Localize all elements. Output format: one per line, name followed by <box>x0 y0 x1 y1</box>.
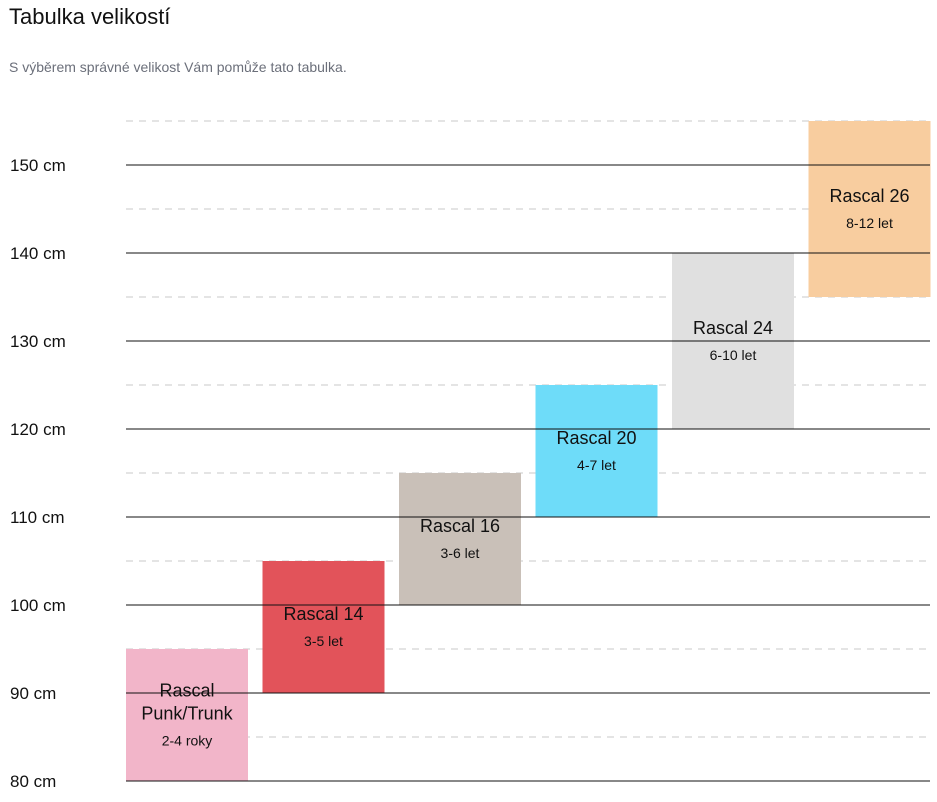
y-tick-label: 130 cm <box>10 332 66 351</box>
bar-name-label: Punk/Trunk <box>141 704 233 724</box>
y-tick-label: 140 cm <box>10 244 66 263</box>
bar-age-label: 3-5 let <box>304 633 343 649</box>
bar-age-label: 6-10 let <box>710 347 757 363</box>
size-bar <box>262 561 385 693</box>
grid-lines <box>126 120 930 738</box>
size-bar <box>808 121 931 297</box>
y-tick-label: 120 cm <box>10 420 66 439</box>
size-bar <box>399 473 521 605</box>
bar-age-label: 4-7 let <box>577 457 616 473</box>
major-grid-lines <box>126 164 930 782</box>
bar-name-label: Rascal 26 <box>829 186 909 206</box>
bar-age-label: 2-4 roky <box>162 733 213 749</box>
page-subtitle: S výběrem správné velikost Vám pomůže ta… <box>9 59 347 75</box>
y-tick-label: 100 cm <box>10 596 66 615</box>
y-tick-label: 110 cm <box>10 508 65 527</box>
bar-age-label: 3-6 let <box>441 545 480 561</box>
bar-name-label: Rascal <box>159 681 214 701</box>
size-bar <box>535 385 658 517</box>
size-bar <box>126 649 248 781</box>
page-title: Tabulka velikostí <box>9 4 171 29</box>
y-tick-label: 90 cm <box>10 684 56 703</box>
y-tick-label: 80 cm <box>10 772 56 791</box>
bar-name-label: Rascal 16 <box>420 516 500 536</box>
bar-age-label: 8-12 let <box>846 215 893 231</box>
bar-name-label: Rascal 24 <box>693 318 773 338</box>
y-tick-label: 150 cm <box>10 156 66 175</box>
size-bars: Rascal Punk/Trunk 2-4 roky Rascal 14 3-5 let… <box>126 121 931 781</box>
y-axis-labels: 80 cm 90 cm 100 cm 110 cm 120 cm 130 cm 140 cm… <box>10 156 66 791</box>
bar-name-label: Rascal 20 <box>556 428 636 448</box>
bar-name-label: Rascal 14 <box>283 604 363 624</box>
